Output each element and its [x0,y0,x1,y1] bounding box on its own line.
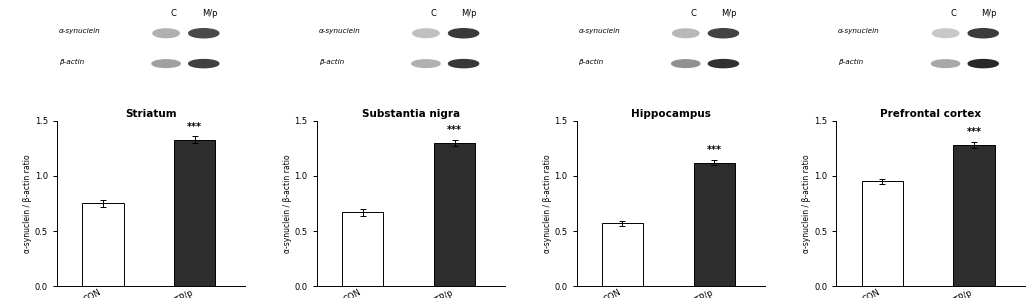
Text: C: C [171,9,177,18]
Text: ***: *** [707,145,721,155]
Text: M/p: M/p [721,9,737,18]
Bar [861,181,903,286]
Ellipse shape [672,60,700,67]
Text: β-actin: β-actin [579,58,603,65]
Text: C: C [950,9,956,18]
Ellipse shape [412,60,440,67]
Ellipse shape [708,29,739,38]
Bar [601,223,643,286]
Ellipse shape [932,60,959,67]
Ellipse shape [188,29,218,38]
Y-axis label: α-synuclein / β-actin ratio: α-synuclein / β-actin ratio [542,154,552,253]
Text: α-synuclein: α-synuclein [579,28,620,34]
Text: ***: *** [187,122,202,132]
Bar [82,204,123,286]
Ellipse shape [413,29,439,38]
Bar [342,212,383,286]
Text: ***: *** [447,125,462,135]
Text: M/p: M/p [462,9,477,18]
Bar [693,163,735,286]
Text: α-synuclein: α-synuclein [838,28,880,34]
Text: M/p: M/p [981,9,997,18]
Ellipse shape [448,29,478,38]
Y-axis label: α-synuclein / β-actin ratio: α-synuclein / β-actin ratio [802,154,811,253]
Ellipse shape [448,60,478,68]
Title: Substantia nigra: Substantia nigra [362,109,460,119]
Ellipse shape [673,29,699,38]
Ellipse shape [708,60,739,68]
Ellipse shape [153,29,179,38]
Ellipse shape [968,29,999,38]
Title: Hippocampus: Hippocampus [630,109,711,119]
Ellipse shape [968,60,999,68]
Text: M/p: M/p [202,9,217,18]
Text: β-actin: β-actin [319,58,344,65]
Text: α-synuclein: α-synuclein [319,28,360,34]
Text: C: C [431,9,437,18]
Title: Striatum: Striatum [125,109,177,119]
Text: β-actin: β-actin [838,58,863,65]
Y-axis label: α-synuclein / β-actin ratio: α-synuclein / β-actin ratio [23,154,32,253]
Y-axis label: α-synuclein / β-actin ratio: α-synuclein / β-actin ratio [283,154,292,253]
Ellipse shape [933,29,958,38]
Text: α-synuclein: α-synuclein [59,28,100,34]
Bar [953,145,995,286]
Ellipse shape [188,60,218,68]
Text: β-actin: β-actin [59,58,84,65]
Bar [434,143,475,286]
Title: Prefrontal cortex: Prefrontal cortex [880,109,981,119]
Ellipse shape [152,60,180,67]
Bar [174,139,215,286]
Text: ***: *** [967,127,981,137]
Text: C: C [690,9,697,18]
